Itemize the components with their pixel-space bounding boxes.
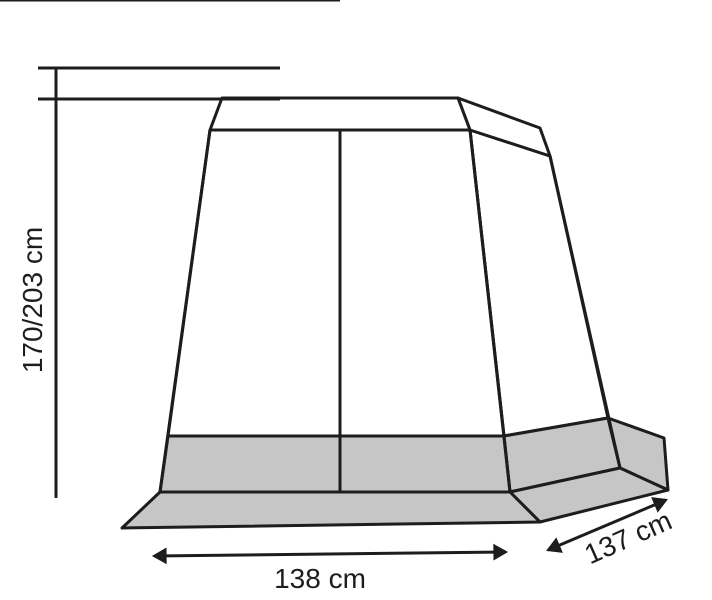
dim-arrow-width bbox=[154, 552, 506, 556]
width-label: 138 cm bbox=[274, 563, 366, 594]
skirt-front bbox=[122, 492, 540, 528]
tent-front-upper bbox=[168, 130, 504, 436]
tent-front-lower bbox=[160, 436, 510, 492]
height-label: 170/203 cm bbox=[17, 227, 48, 373]
tent-roof-front bbox=[210, 98, 470, 130]
depth-label: 137 cm bbox=[580, 504, 676, 570]
